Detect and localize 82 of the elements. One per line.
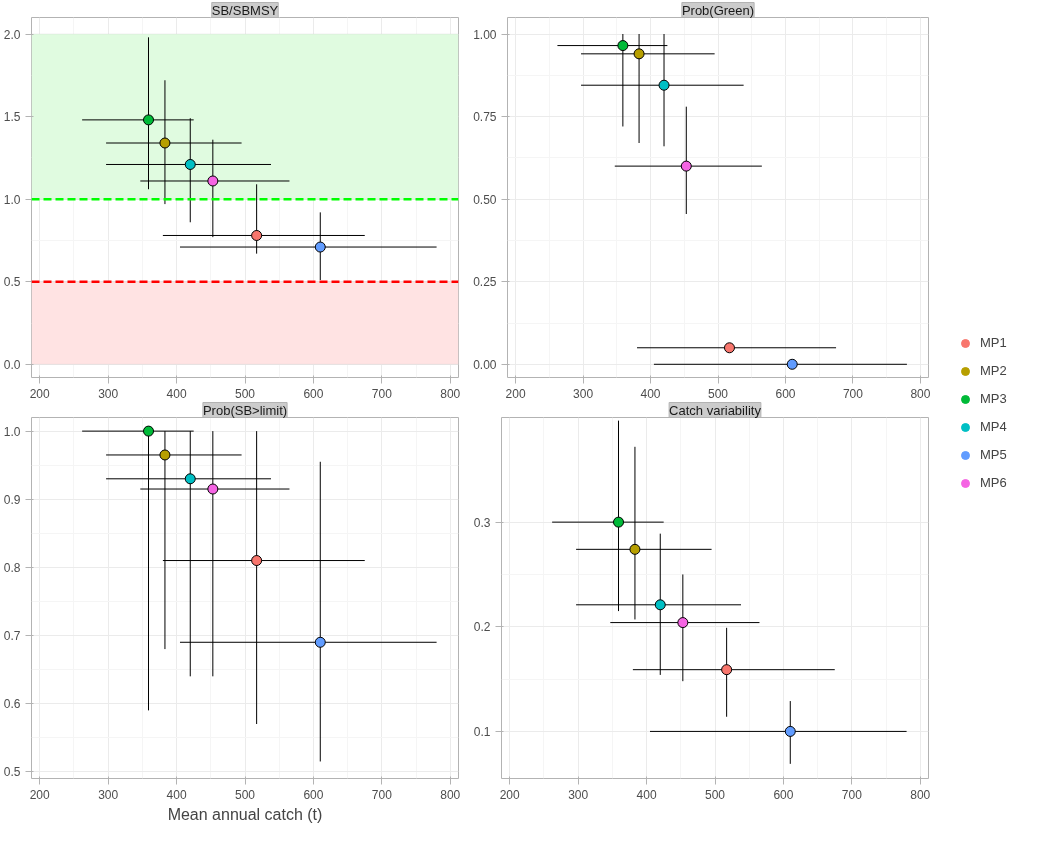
x-tick-label: 400: [166, 386, 187, 401]
point: [143, 114, 155, 126]
x-tick-label: 200: [29, 386, 51, 401]
x-tick-label: 500: [234, 386, 256, 401]
x-tick-label: 300: [98, 386, 119, 401]
point: [184, 158, 196, 170]
x-tick-label: 700: [371, 787, 393, 802]
legend-label: MP5: [980, 447, 1007, 462]
x-tick-label: 700: [842, 386, 864, 401]
y-tick-label: 0.5: [3, 275, 21, 290]
point: [617, 40, 629, 52]
x-tick-label: 700: [841, 787, 863, 802]
x-tick-label: 500: [704, 787, 726, 802]
x-tick-label: 300: [568, 787, 589, 802]
point: [251, 229, 263, 241]
y-tick-label: 0.0: [3, 357, 21, 372]
point: [723, 342, 735, 354]
legend-label: MP1: [980, 335, 1007, 350]
y-tick-label: 0.5: [3, 765, 21, 780]
legend-label: MP4: [980, 419, 1007, 434]
point: [314, 241, 326, 253]
y-tick-label: 0.00: [473, 357, 497, 372]
point: [314, 636, 326, 648]
x-tick-label: 700: [371, 386, 393, 401]
x-tick-label: 200: [505, 386, 526, 401]
y-tick-label: 1.0: [3, 192, 21, 207]
x-tick-label: 800: [440, 386, 461, 401]
y-tick-label: 1.00: [473, 27, 497, 42]
point: [184, 473, 196, 485]
chart-title: SB/SBMSY: [211, 2, 279, 18]
chart-title: Prob(SB>limit): [202, 402, 288, 418]
y-tick-label: 0.75: [473, 110, 497, 125]
legend-label: MP3: [980, 391, 1007, 406]
point: [207, 175, 219, 187]
x-tick-label: 300: [573, 386, 594, 401]
y-tick-label: 2.0: [3, 27, 21, 42]
x-tick-label: 600: [773, 787, 794, 802]
chart-title: Catch variability: [669, 402, 762, 418]
x-tick-label: 800: [910, 787, 931, 802]
x-tick-label: 200: [499, 787, 521, 802]
x-tick-label: 300: [98, 787, 119, 802]
y-tick-label: 0.3: [473, 515, 491, 530]
point: [658, 79, 670, 91]
x-tick-label: 500: [234, 787, 256, 802]
point: [677, 617, 689, 629]
x-tick-label: 400: [636, 787, 657, 802]
x-tick-label: 600: [303, 386, 324, 401]
y-tick-label: 0.6: [3, 697, 21, 712]
y-tick-label: 0.2: [473, 620, 491, 635]
x-tick-label: 600: [303, 787, 324, 802]
y-tick-label: 0.8: [3, 560, 21, 575]
point: [629, 543, 641, 555]
y-tick-label: 0.25: [473, 275, 497, 290]
x-tick-label: 800: [440, 787, 461, 802]
x-tick-label: 400: [166, 787, 187, 802]
point: [251, 555, 263, 567]
chart-title: Prob(Green): [681, 2, 755, 18]
legend-label: MP6: [980, 475, 1007, 490]
legend-label: MP2: [980, 363, 1007, 378]
y-tick-label: 0.7: [3, 628, 21, 643]
x-tick-label: 600: [775, 386, 796, 401]
point: [654, 599, 666, 611]
point: [721, 664, 733, 676]
point: [159, 449, 171, 461]
x-axis-title: Mean annual catch (t): [167, 805, 323, 823]
y-tick-label: 0.50: [473, 192, 497, 207]
point: [786, 358, 798, 370]
x-tick-label: 800: [910, 386, 931, 401]
point: [680, 160, 692, 172]
y-tick-label: 1.0: [3, 424, 21, 439]
y-tick-label: 0.9: [3, 492, 21, 507]
point: [143, 425, 155, 437]
point: [784, 725, 796, 737]
point: [159, 137, 171, 149]
point: [633, 48, 645, 60]
x-tick-label: 400: [640, 386, 661, 401]
point: [613, 516, 625, 528]
y-tick-label: 0.1: [473, 724, 491, 739]
x-tick-label: 500: [707, 386, 729, 401]
x-tick-label: 200: [29, 787, 51, 802]
point: [207, 483, 219, 495]
y-tick-label: 1.5: [3, 110, 21, 125]
